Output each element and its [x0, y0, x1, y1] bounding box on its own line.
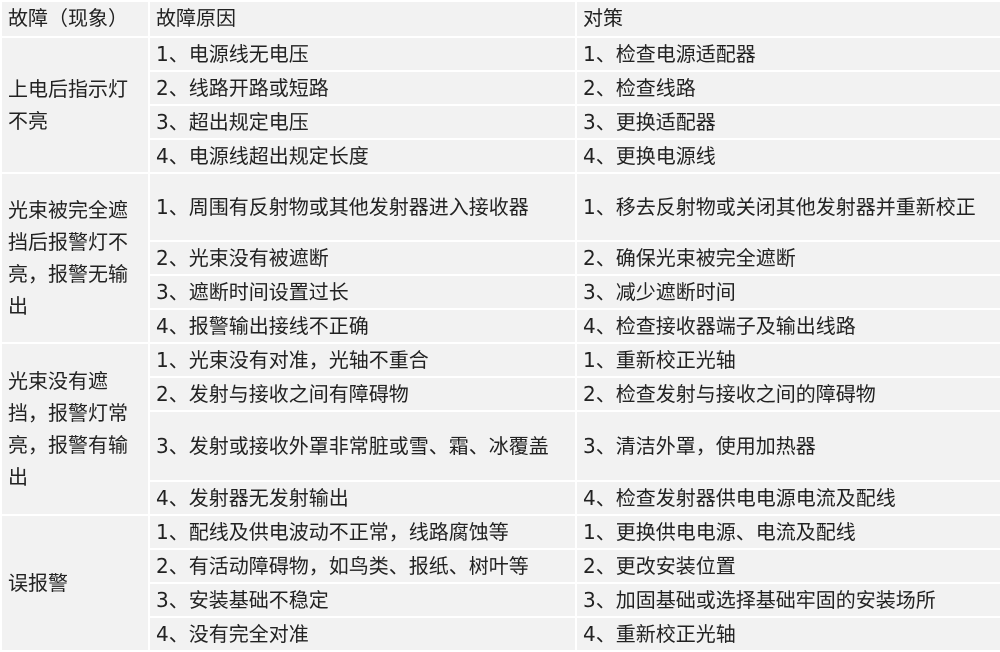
cause-cell: 1、电源线无电压	[148, 36, 577, 72]
table-row: 光束没有遮挡，报警灯常亮，报警有输出 1、光束没有对准，光轴不重合 1、重新校正光轴	[0, 342, 1000, 516]
cause-cell: 3、遮断时间设置过长	[148, 274, 577, 310]
symptom-cell: 光束被完全遮挡后报警灯不亮，报警无输出	[0, 172, 150, 344]
cause-cell: 4、没有完全对准	[148, 616, 577, 652]
remedy-cell: 2、更改安装位置	[575, 548, 1000, 584]
header-cell: 对策	[575, 0, 1000, 38]
remedy-cell: 2、确保光束被完全遮断	[575, 240, 1000, 276]
cause-cell: 1、配线及供电波动不正常，线路腐蚀等	[148, 514, 577, 550]
header-cell: 故障（现象）	[0, 0, 150, 38]
table-row: 4、没有完全对准 4、重新校正光轴	[1, 616, 1000, 652]
table-row: 4、报警输出接线不正确 4、检查接收器端子及输出线路	[1, 308, 1000, 344]
cause-cell: 2、有活动障碍物，如鸟类、报纸、树叶等	[148, 548, 577, 584]
symptom-cell: 误报警	[0, 514, 150, 652]
cause-cell: 2、线路开路或短路	[148, 70, 577, 106]
header-row: 故障（现象） 故障原因 对策	[0, 0, 1000, 38]
symptom-cell: 上电后指示灯不亮	[0, 36, 150, 174]
table-row: 3、安装基础不稳定 3、加固基础或选择基础牢固的安装场所	[1, 582, 1000, 618]
cause-cell: 3、安装基础不稳定	[148, 582, 577, 618]
remedy-cell: 3、减少遮断时间	[575, 274, 1000, 310]
table-row: 光束被完全遮挡后报警灯不亮，报警无输出 1、周围有反射物或其他发射器进入接收器 1、…	[0, 172, 1000, 344]
cause-cell: 2、发射与接收之间有障碍物	[148, 376, 577, 412]
table-row: 2、线路开路或短路 2、检查线路	[1, 70, 1000, 106]
remedy-cell: 3、清洁外罩，使用加热器	[575, 410, 1000, 482]
remedy-cell: 3、加固基础或选择基础牢固的安装场所	[575, 582, 1000, 618]
cause-cell: 4、电源线超出规定长度	[148, 138, 577, 174]
table-row: 3、遮断时间设置过长 3、减少遮断时间	[1, 274, 1000, 310]
remedy-cell: 4、重新校正光轴	[575, 616, 1000, 652]
table-row: 4、电源线超出规定长度 4、更换电源线	[1, 138, 1000, 174]
remedy-cell: 4、检查接收器端子及输出线路	[575, 308, 1000, 344]
cause-cell: 4、发射器无发射输出	[148, 480, 577, 516]
table-row: 上电后指示灯不亮 1、电源线无电压 1、检查电源适配器	[0, 36, 1000, 174]
remedy-cell: 2、检查线路	[575, 70, 1000, 106]
symptom-cell: 光束没有遮挡，报警灯常亮，报警有输出	[0, 342, 150, 516]
cause-cell: 2、光束没有被遮断	[148, 240, 577, 276]
table-row: 2、光束没有被遮断 2、确保光束被完全遮断	[1, 240, 1000, 276]
cause-cell: 1、光束没有对准，光轴不重合	[148, 342, 577, 378]
remedy-cell: 1、移去反射物或关闭其他发射器并重新校正	[575, 172, 1000, 242]
remedy-cell: 3、更换适配器	[575, 104, 1000, 140]
remedy-cell: 1、更换供电电源、电流及配线	[575, 514, 1000, 550]
table-row: 2、发射与接收之间有障碍物 2、检查发射与接收之间的障碍物	[1, 376, 1000, 412]
remedy-cell: 2、检查发射与接收之间的障碍物	[575, 376, 1000, 412]
table-row: 误报警 1、配线及供电波动不正常，线路腐蚀等 1、更换供电电源、电流及配线	[0, 514, 1000, 652]
table-row: 2、有活动障碍物，如鸟类、报纸、树叶等 2、更改安装位置	[1, 548, 1000, 584]
table-row: 3、发射或接收外罩非常脏或雪、霜、冰覆盖 3、清洁外罩，使用加热器	[1, 410, 1000, 482]
remedy-cell: 4、检查发射器供电电源电流及配线	[575, 480, 1000, 516]
table-row: 4、发射器无发射输出 4、检查发射器供电电源电流及配线	[1, 480, 1000, 516]
remedy-cell: 4、更换电源线	[575, 138, 1000, 174]
cause-cell: 3、超出规定电压	[148, 104, 577, 140]
cause-cell: 1、周围有反射物或其他发射器进入接收器	[148, 172, 577, 242]
table-row: 3、超出规定电压 3、更换适配器	[1, 104, 1000, 140]
header-cell: 故障原因	[148, 0, 577, 38]
remedy-cell: 1、检查电源适配器	[575, 36, 1000, 72]
remedy-cell: 1、重新校正光轴	[575, 342, 1000, 378]
cause-cell: 4、报警输出接线不正确	[148, 308, 577, 344]
cause-cell: 3、发射或接收外罩非常脏或雪、霜、冰覆盖	[148, 410, 577, 482]
